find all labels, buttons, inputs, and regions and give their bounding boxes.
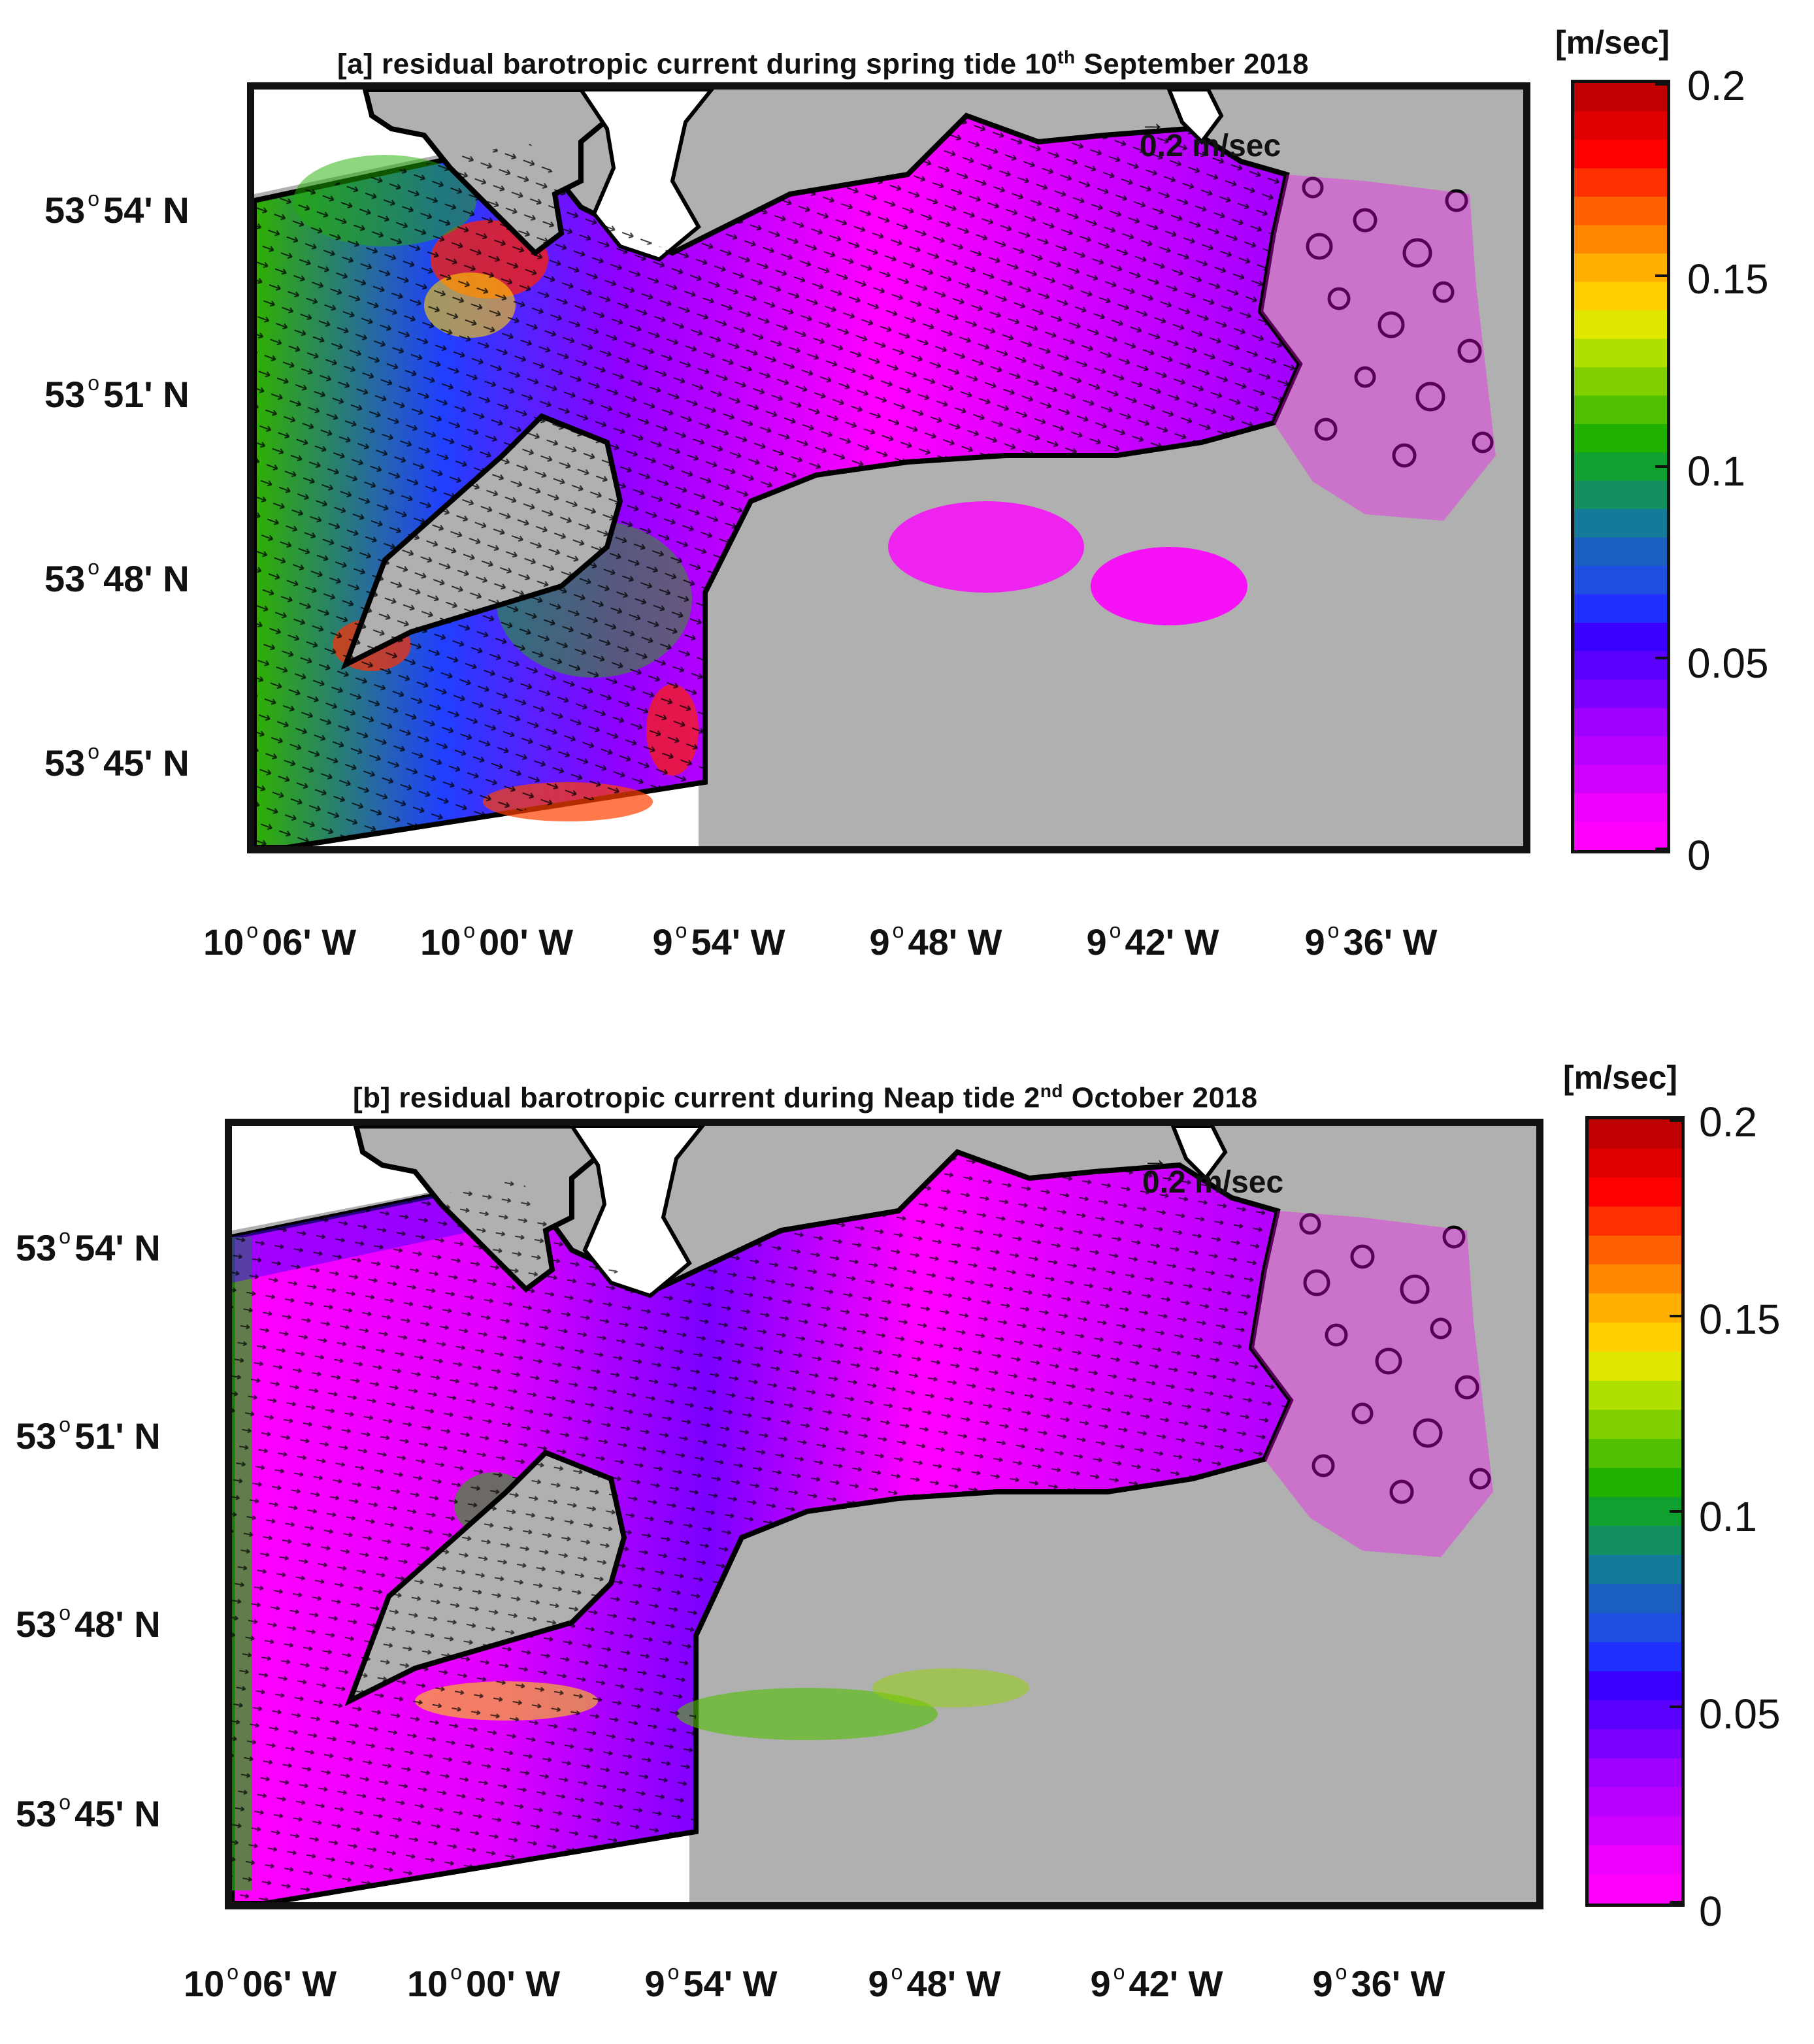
colorbar-tick-label: 0.2: [1687, 62, 1745, 109]
colorbar-tick: [1670, 1119, 1681, 1122]
lat-tick-label: 53 o 51' N: [44, 371, 190, 415]
lat-tick-label: 53 o 48' N: [16, 1601, 161, 1645]
lat-tick-label: 53 o 45' N: [16, 1790, 161, 1834]
colorbar: [1571, 80, 1670, 853]
lon-tick-label: 9 o 36' W: [1304, 919, 1438, 963]
colorbar-tick: [1670, 1706, 1681, 1708]
lon-tick-label: 10 o 00' W: [420, 919, 574, 963]
lat-tick-label: 53 o 48' N: [44, 555, 190, 599]
current-map: [225, 1119, 1543, 1909]
lon-tick-label: 10 o 00' W: [406, 1960, 561, 2004]
colorbar-tick: [1670, 1315, 1681, 1317]
panel-a: [a] residual barotropic current during s…: [44, 24, 1769, 963]
map-canvas: [232, 1126, 1536, 1902]
colorbar-tick-label: 0.05: [1699, 1690, 1781, 1738]
colorbar-tick-label: 0.2: [1699, 1098, 1757, 1146]
colorbar-tick: [1670, 1901, 1681, 1904]
colorbar-tick: [1655, 848, 1667, 850]
colorbar-unit: [m/sec]: [1563, 1059, 1678, 1096]
colorbar-tick: [1655, 656, 1667, 659]
colorbar-tick: [1670, 1510, 1681, 1513]
lon-tick-label: 9 o 54' W: [652, 919, 785, 963]
colorbar-tick: [1655, 465, 1667, 468]
reference-arrow: → 0.2 m/sec: [1142, 1145, 1284, 1200]
lon-tick-label: 9 o 42' W: [1090, 1960, 1223, 2004]
panel-title: [b] residual barotropic current during N…: [353, 1081, 1258, 1114]
panel-b: [b] residual barotropic current during N…: [0, 1022, 1814, 2044]
lon-tick-label: 9 o 48' W: [868, 1960, 1001, 2004]
lon-tick-label: 9 o 42' W: [1086, 919, 1219, 963]
lat-tick-label: 53 o 54' N: [16, 1225, 161, 1268]
current-map: [247, 82, 1530, 853]
lat-tick-label: 53 o 51' N: [16, 1413, 161, 1457]
colorbar-tick-label: 0: [1687, 832, 1711, 879]
lon-tick-label: 10 o 06' W: [203, 919, 357, 963]
reference-arrow: → 0.2 m/sec: [1140, 108, 1281, 163]
lon-tick-label: 9 o 36' W: [1312, 1960, 1445, 2004]
colorbar-tick: [1655, 83, 1667, 86]
lat-tick-label: 53 o 45' N: [44, 740, 190, 783]
lat-tick-label: 53 o 54' N: [44, 187, 190, 231]
panel-title: [a] residual barotropic current during s…: [337, 47, 1309, 80]
colorbar-tick-label: 0.05: [1687, 640, 1769, 687]
colorbar: [1585, 1116, 1685, 1907]
colorbar-tick-label: 0.1: [1699, 1493, 1757, 1540]
colorbar-tick-label: 0.1: [1687, 448, 1745, 495]
colorbar-tick-label: 0.15: [1687, 256, 1769, 303]
colorbar-tick-label: 0: [1699, 1888, 1723, 1935]
map-canvas: [254, 90, 1523, 846]
colorbar-tick: [1655, 274, 1667, 277]
lon-tick-label: 10 o 06' W: [183, 1960, 337, 2004]
lon-tick-label: 9 o 48' W: [869, 919, 1002, 963]
lon-tick-label: 9 o 54' W: [644, 1960, 778, 2004]
colorbar-tick-label: 0.15: [1699, 1296, 1781, 1343]
colorbar-unit: [m/sec]: [1555, 24, 1670, 61]
